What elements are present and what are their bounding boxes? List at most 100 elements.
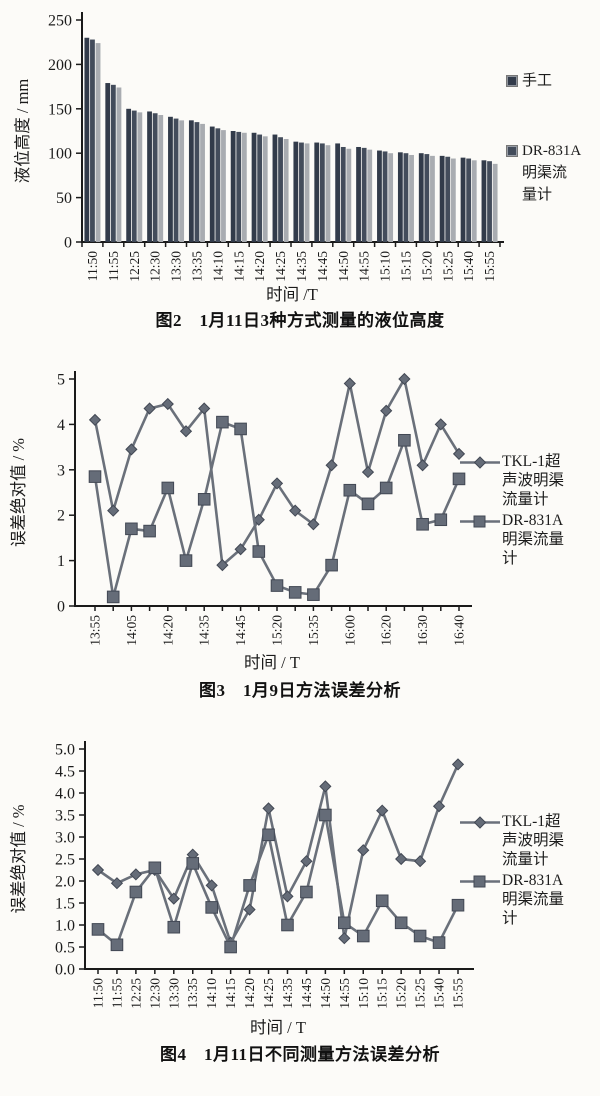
diamond-marker: [198, 402, 211, 415]
x-tick-label: 11:50: [85, 251, 100, 281]
dr831a-series-swatch: [506, 145, 518, 157]
bar: [236, 131, 242, 242]
figure2-caption: 图2 1月11日3种方式测量的液位高度: [155, 311, 445, 330]
bar: [487, 161, 492, 242]
bar: [439, 155, 445, 242]
figure-2: 0 50 100 150 200 250 液位高度 / mm 时间 /T 11:50 11:55 1…: [0, 0, 600, 336]
x-tick-label: 14:20: [160, 615, 175, 646]
bar: [346, 148, 352, 242]
x-tick-label: 16:30: [415, 615, 430, 646]
diamond-marker: [416, 459, 429, 472]
bar: [173, 118, 179, 242]
y-tick-label: 0.0: [55, 962, 75, 979]
bar: [105, 83, 111, 242]
x-tick-label: 15:15: [398, 251, 413, 282]
diamond-marker: [343, 377, 356, 390]
bar: [158, 115, 164, 242]
square-marker: [224, 940, 237, 954]
square-marker: [325, 558, 338, 572]
x-tick-label: 15:20: [419, 251, 434, 282]
square-marker: [375, 894, 389, 908]
square-marker: [186, 857, 200, 870]
level-height-bar-chart: 0 50 100 150 200 250 液位高度 / mm 时间 /T 11:50 11:55 1…: [13, 12, 504, 304]
diamond-marker: [143, 402, 156, 415]
y-tick-label: 100: [48, 146, 72, 163]
bar: [388, 153, 394, 242]
diamond-marker: [243, 903, 256, 916]
square-marker: [398, 433, 411, 447]
bar: [293, 141, 299, 242]
bar: [481, 160, 487, 242]
legend-label: TKL-1超 声波明渠 流量计: [502, 813, 565, 868]
bar: [194, 122, 200, 242]
axis-label: 时间 / T: [244, 653, 300, 672]
x-tick-label: 15:10: [378, 251, 393, 282]
diamond-marker: [161, 397, 174, 411]
axis-label: 液位高度 / mm: [13, 79, 32, 184]
y-tick-label: 4.0: [55, 786, 75, 803]
square-marker: [197, 493, 211, 506]
bar: [262, 136, 268, 242]
square-marker: [88, 470, 102, 483]
legend-item-tkl1: TKL-1超 声波明渠 流量计: [460, 812, 564, 869]
bar: [340, 146, 346, 242]
x-tick-label: 15:15: [375, 978, 390, 1009]
diamond-marker: [300, 855, 313, 868]
x-tick-label: 16:00: [342, 615, 357, 646]
square-marker: [394, 916, 408, 930]
figure4-caption: 图4 1月11日不同测量方法误差分析: [159, 1045, 441, 1064]
x-tick-label: 14:10: [210, 251, 225, 282]
x-tick-label: 13:55: [88, 615, 103, 646]
bar: [84, 37, 90, 243]
diamond-marker-icon: [460, 456, 500, 469]
y-tick-label: 3.0: [55, 830, 75, 847]
manual-series-swatch: [506, 75, 518, 87]
axis-label: 误差绝对值 / %: [9, 438, 28, 547]
square-marker: [416, 517, 429, 531]
diamond-marker: [167, 892, 180, 905]
x-tick-label: 13:30: [169, 251, 184, 282]
x-tick-label: 14:50: [318, 978, 333, 1009]
square-marker: [252, 545, 266, 558]
y-tick-label: 0.5: [55, 940, 75, 957]
bar: [116, 87, 122, 242]
square-marker: [179, 554, 193, 567]
bar: [335, 143, 341, 242]
x-tick-label: 14:35: [280, 978, 295, 1009]
diamond-marker: [395, 852, 408, 866]
bar: [466, 158, 472, 242]
x-tick-label: 12:30: [148, 251, 163, 282]
legend-label: DR-831A 明渠流 量计: [522, 143, 582, 203]
x-tick-label: 15:20: [394, 978, 409, 1009]
bar: [230, 131, 236, 242]
x-tick-label: 13:35: [185, 978, 200, 1009]
x-tick-label: 14:10: [204, 978, 219, 1009]
x-tick-label: 14:45: [315, 251, 330, 282]
diamond-marker: [270, 477, 284, 490]
bar: [367, 149, 373, 242]
square-marker: [379, 481, 393, 495]
bar: [450, 158, 456, 242]
x-tick-label: 14:15: [231, 251, 246, 282]
square-marker: [125, 522, 138, 536]
y-tick-label: 0: [64, 235, 72, 252]
x-tick-label: 14:20: [242, 978, 257, 1009]
diamond-marker: [129, 868, 143, 881]
diamond-marker: [434, 418, 447, 431]
diamond-marker: [361, 465, 375, 479]
bar: [397, 152, 403, 242]
x-tick-label: 11:55: [109, 978, 124, 1008]
bar: [257, 134, 263, 242]
square-marker: [300, 885, 313, 899]
legend-item-tkl1: TKL-1超 声波明渠 流量计: [460, 452, 564, 509]
diamond-marker: [216, 559, 229, 572]
x-tick-label: 15:40: [432, 978, 447, 1009]
bar: [430, 155, 435, 242]
axis-label: 时间 / T: [250, 1018, 306, 1037]
diamond-marker: [413, 855, 427, 868]
square-marker: [281, 918, 294, 932]
bar: [418, 153, 424, 242]
figure2-legend: 手工 DR-831A 明渠流 量计: [506, 70, 581, 206]
x-tick-label: 12:25: [128, 978, 143, 1009]
x-tick-label: 13:35: [189, 251, 204, 282]
